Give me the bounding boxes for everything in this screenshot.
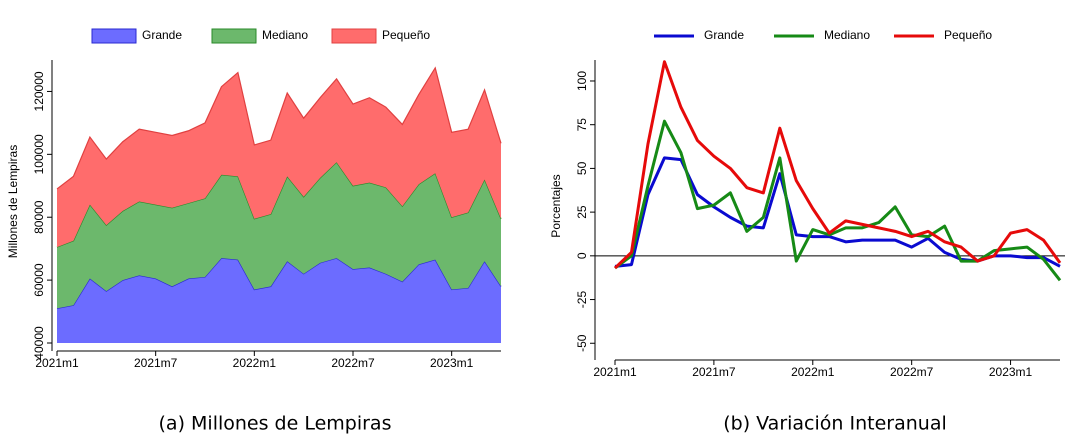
y-tick-label: 40000 — [32, 326, 46, 360]
legend-label: Mediano — [824, 28, 870, 42]
y-axis-label: Porcentajes — [549, 174, 563, 237]
legend-label: Grande — [142, 28, 182, 42]
caption: (b) Variación Interanual — [723, 413, 947, 435]
y-tick-label: 50 — [575, 161, 589, 175]
x-tick-label: 2022m1 — [791, 365, 835, 379]
x-tick-label: 2023m1 — [430, 356, 474, 370]
y-tick-label: 75 — [575, 118, 589, 132]
x-tick-label: 2022m1 — [233, 356, 277, 370]
y-tick-label: -50 — [575, 334, 589, 352]
area — [57, 258, 501, 343]
y-tick-label: 100 — [575, 71, 589, 91]
x-tick-label: 2022m7 — [331, 356, 375, 370]
y-tick-label: 120000 — [32, 71, 46, 111]
line — [614, 119, 1062, 282]
x-tick-label: 2021m7 — [134, 356, 178, 370]
legend-swatch — [91, 28, 137, 44]
y-axis-label: Millones de Lempiras — [6, 145, 20, 258]
x-tick-label: 2021m7 — [692, 365, 736, 379]
x-tick-label: 2021m1 — [35, 356, 79, 370]
y-tick-label: 100000 — [32, 134, 46, 174]
caption: (a) Millones de Lempiras — [159, 413, 392, 435]
legend-swatch — [331, 28, 377, 44]
line — [613, 60, 1062, 270]
y-tick-label: 25 — [575, 205, 589, 219]
area — [57, 67, 501, 248]
legend-swatch — [211, 28, 257, 44]
legend-label: Pequeño — [944, 28, 992, 42]
x-tick-label: 2023m1 — [989, 365, 1033, 379]
y-tick-label: 80000 — [32, 200, 46, 234]
legend-label: Mediano — [262, 28, 308, 42]
area — [57, 162, 501, 309]
legend-label: Grande — [704, 28, 744, 42]
x-tick-label: 2022m7 — [890, 365, 934, 379]
legend-label: Pequeño — [382, 28, 430, 42]
y-tick-label: 0 — [575, 252, 589, 259]
area-edge — [56, 66, 502, 190]
y-tick-label: -25 — [575, 291, 589, 309]
x-tick-label: 2021m1 — [593, 365, 637, 379]
y-tick-label: 60000 — [32, 263, 46, 297]
